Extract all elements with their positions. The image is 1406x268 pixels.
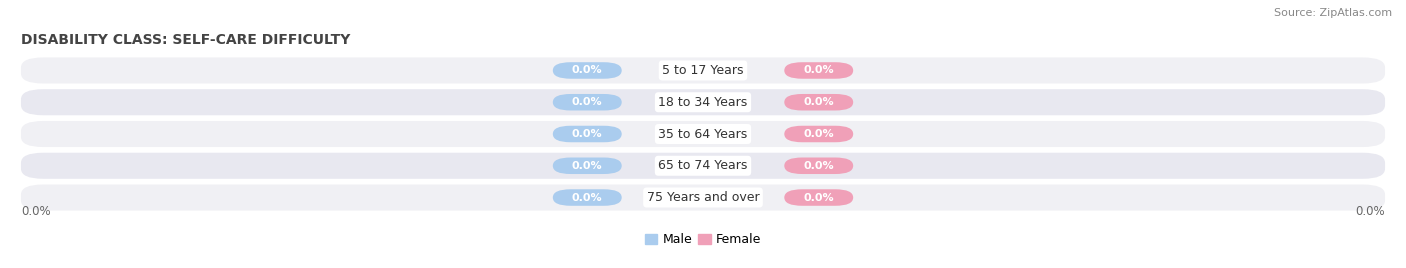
- Text: 0.0%: 0.0%: [803, 129, 834, 139]
- Text: 75 Years and over: 75 Years and over: [647, 191, 759, 204]
- Text: 0.0%: 0.0%: [803, 161, 834, 171]
- FancyBboxPatch shape: [553, 62, 621, 79]
- Text: 18 to 34 Years: 18 to 34 Years: [658, 96, 748, 109]
- FancyBboxPatch shape: [21, 57, 1385, 84]
- FancyBboxPatch shape: [785, 94, 853, 110]
- Text: 0.0%: 0.0%: [572, 97, 603, 107]
- Text: 0.0%: 0.0%: [21, 205, 51, 218]
- FancyBboxPatch shape: [553, 126, 621, 142]
- FancyBboxPatch shape: [785, 189, 853, 206]
- Text: DISABILITY CLASS: SELF-CARE DIFFICULTY: DISABILITY CLASS: SELF-CARE DIFFICULTY: [21, 33, 350, 47]
- Text: 0.0%: 0.0%: [803, 192, 834, 203]
- FancyBboxPatch shape: [785, 62, 853, 79]
- Text: Source: ZipAtlas.com: Source: ZipAtlas.com: [1274, 8, 1392, 18]
- Text: 65 to 74 Years: 65 to 74 Years: [658, 159, 748, 172]
- Text: 0.0%: 0.0%: [572, 192, 603, 203]
- Text: 0.0%: 0.0%: [803, 97, 834, 107]
- Text: 0.0%: 0.0%: [803, 65, 834, 76]
- FancyBboxPatch shape: [785, 126, 853, 142]
- Text: 5 to 17 Years: 5 to 17 Years: [662, 64, 744, 77]
- FancyBboxPatch shape: [21, 89, 1385, 115]
- FancyBboxPatch shape: [785, 158, 853, 174]
- Text: 0.0%: 0.0%: [572, 65, 603, 76]
- FancyBboxPatch shape: [553, 94, 621, 110]
- FancyBboxPatch shape: [21, 121, 1385, 147]
- Text: 0.0%: 0.0%: [572, 161, 603, 171]
- FancyBboxPatch shape: [21, 153, 1385, 179]
- Text: 0.0%: 0.0%: [1355, 205, 1385, 218]
- FancyBboxPatch shape: [553, 158, 621, 174]
- Text: 35 to 64 Years: 35 to 64 Years: [658, 128, 748, 140]
- FancyBboxPatch shape: [21, 184, 1385, 211]
- Legend: Male, Female: Male, Female: [640, 228, 766, 251]
- FancyBboxPatch shape: [553, 189, 621, 206]
- Text: 0.0%: 0.0%: [572, 129, 603, 139]
